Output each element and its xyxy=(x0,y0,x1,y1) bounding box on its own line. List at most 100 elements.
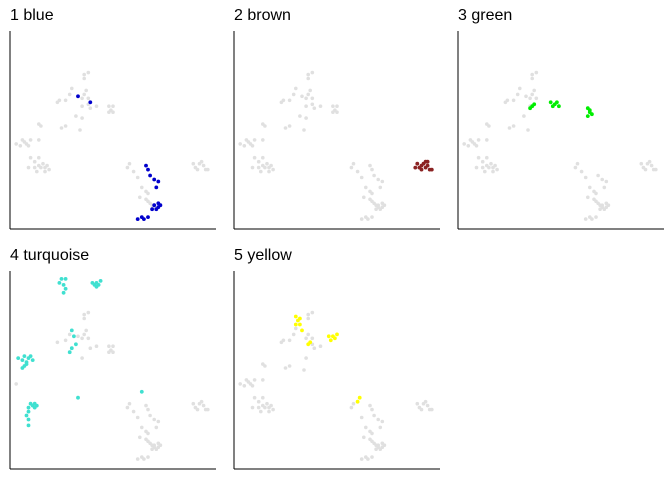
data-point xyxy=(69,328,74,333)
background-point xyxy=(199,159,204,164)
background-point xyxy=(47,167,51,172)
background-point xyxy=(415,401,420,406)
data-point xyxy=(300,328,304,333)
background-point xyxy=(37,138,41,142)
background-point xyxy=(94,344,99,349)
data-point xyxy=(146,215,150,220)
data-point xyxy=(557,104,561,109)
data-point xyxy=(154,185,159,190)
background-point xyxy=(146,431,150,436)
background-point xyxy=(154,425,159,430)
background-point xyxy=(63,98,68,103)
data-point xyxy=(298,316,302,321)
background-point xyxy=(140,185,144,190)
background-point xyxy=(39,165,43,170)
background-point xyxy=(382,443,387,448)
background-point xyxy=(643,167,648,172)
background-point xyxy=(378,447,383,452)
background-point xyxy=(26,144,31,148)
background-point xyxy=(59,126,64,130)
data-point xyxy=(24,413,29,418)
background-point xyxy=(515,92,520,97)
background-point xyxy=(32,159,37,164)
background-point xyxy=(366,217,370,221)
background-point xyxy=(76,334,80,339)
background-point xyxy=(281,338,286,343)
background-point xyxy=(493,163,497,168)
background-point xyxy=(146,191,150,196)
data-point xyxy=(333,336,337,341)
background-point xyxy=(261,378,265,382)
background-point xyxy=(45,163,49,168)
background-point xyxy=(111,350,115,355)
data-point xyxy=(69,346,74,351)
background-point xyxy=(306,312,311,317)
background-point xyxy=(310,70,315,75)
background-point xyxy=(306,72,311,77)
background-point xyxy=(380,179,385,184)
background-point xyxy=(349,165,354,170)
background-point xyxy=(294,86,298,91)
data-point xyxy=(26,417,31,422)
background-point xyxy=(152,443,156,448)
background-point xyxy=(28,138,33,142)
background-point xyxy=(518,86,522,91)
background-point xyxy=(63,124,68,128)
data-point xyxy=(20,366,25,370)
background-point xyxy=(86,70,91,75)
background-point xyxy=(530,92,534,97)
background-point xyxy=(238,142,242,146)
background-point xyxy=(195,167,200,172)
background-point xyxy=(351,401,356,406)
background-point xyxy=(602,185,607,190)
background-point xyxy=(206,407,210,412)
background-point xyxy=(534,96,539,101)
background-point xyxy=(138,435,142,440)
background-point xyxy=(480,165,485,170)
background-point xyxy=(111,344,115,349)
background-point xyxy=(491,169,495,174)
background-point xyxy=(507,126,512,130)
background-point xyxy=(261,395,265,400)
background-point xyxy=(135,415,140,420)
background-point xyxy=(606,203,611,207)
background-point xyxy=(82,92,86,97)
background-point xyxy=(294,326,298,331)
background-point xyxy=(368,197,372,202)
background-point xyxy=(598,207,602,211)
background-point xyxy=(201,403,206,408)
background-point xyxy=(281,98,286,103)
panel-title-5: 5 yellow xyxy=(234,247,292,264)
background-point xyxy=(378,425,383,430)
data-point xyxy=(152,203,157,208)
background-point xyxy=(592,197,596,202)
data-point xyxy=(293,314,298,319)
background-point xyxy=(250,165,255,170)
background-point xyxy=(522,114,526,118)
background-point xyxy=(647,159,652,164)
background-point xyxy=(80,116,84,120)
background-point xyxy=(355,169,360,174)
background-point xyxy=(372,173,376,178)
data-point xyxy=(548,100,553,105)
data-point xyxy=(293,322,298,327)
data-point xyxy=(26,423,31,428)
background-point xyxy=(534,70,539,75)
background-point xyxy=(263,165,267,170)
background-point xyxy=(368,437,372,442)
data-point xyxy=(326,334,331,339)
data-point xyxy=(76,94,80,99)
data-point xyxy=(148,173,153,178)
background-point xyxy=(144,437,148,442)
background-point xyxy=(335,110,339,114)
data-point xyxy=(88,100,93,105)
background-point xyxy=(256,159,261,164)
data-point xyxy=(74,342,78,347)
data-point xyxy=(146,167,150,172)
background-point xyxy=(86,310,91,315)
background-point xyxy=(261,155,265,160)
background-point xyxy=(596,173,600,178)
data-point xyxy=(57,281,62,285)
background-point xyxy=(335,104,339,108)
